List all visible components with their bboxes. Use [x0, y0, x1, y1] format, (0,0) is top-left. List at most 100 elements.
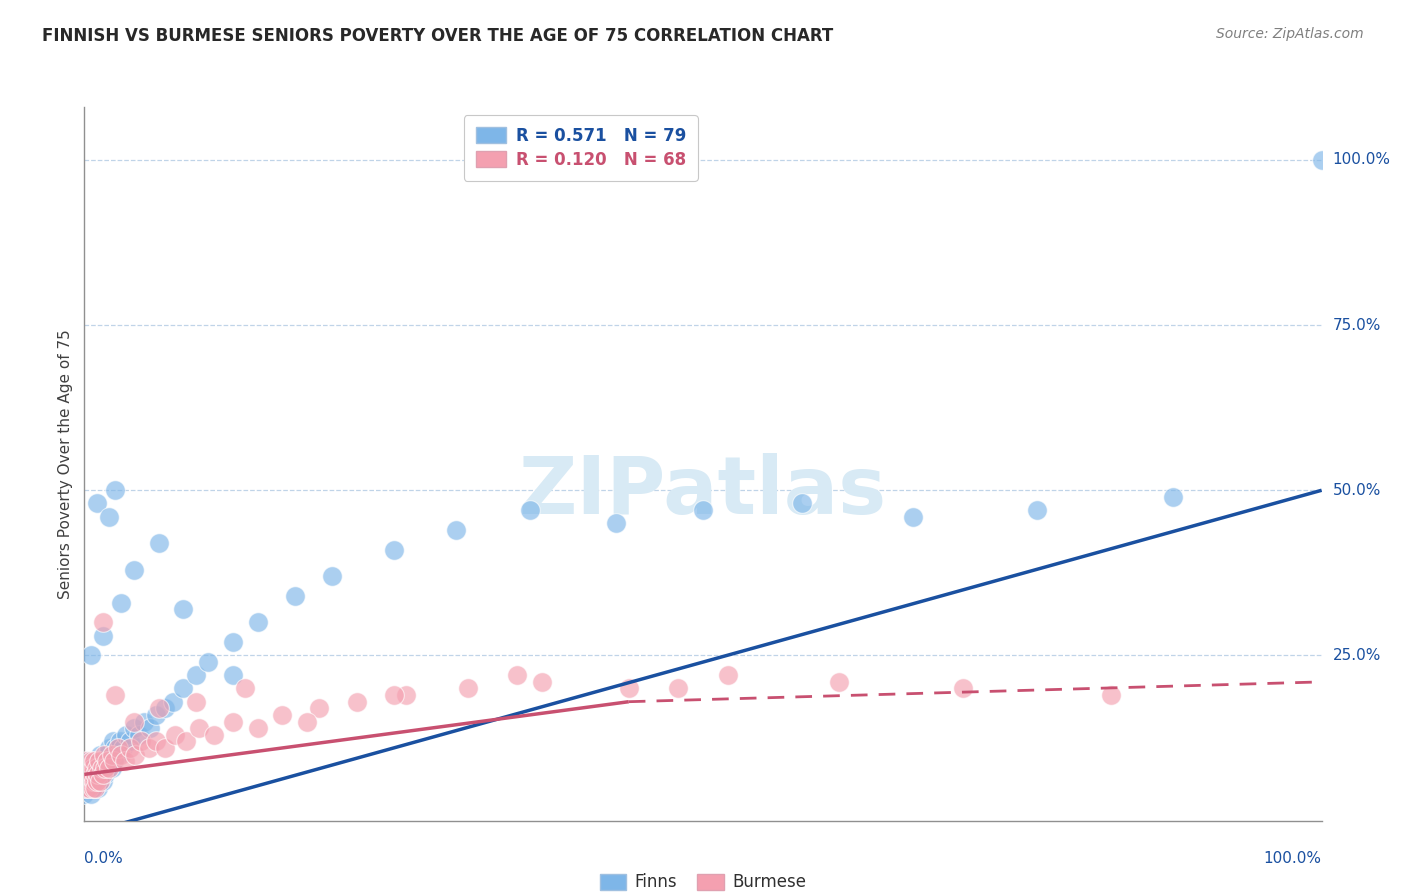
Point [321, 569, 343, 583]
Point [903, 509, 925, 524]
Point [86, 774, 108, 789]
Point [717, 668, 740, 682]
Point [84, 780, 107, 795]
Point [790, 496, 813, 510]
Point [79, 648, 101, 663]
Point [197, 655, 219, 669]
Point [82, 754, 104, 768]
Point [103, 754, 125, 768]
Point [132, 714, 155, 729]
Point [202, 728, 225, 742]
Point [73, 787, 96, 801]
Point [284, 589, 307, 603]
Point [346, 695, 368, 709]
Point [145, 707, 167, 722]
Point [77, 774, 100, 789]
Text: FINNISH VS BURMESE SENIORS POVERTY OVER THE AGE OF 75 CORRELATION CHART: FINNISH VS BURMESE SENIORS POVERTY OVER … [42, 27, 834, 45]
Point [76, 780, 98, 795]
Point [91, 767, 114, 781]
Point [86, 761, 108, 775]
Point [76, 767, 98, 781]
Text: 0.0%: 0.0% [84, 851, 124, 866]
Point [104, 483, 127, 498]
Point [100, 747, 122, 762]
Point [111, 741, 134, 756]
Point [83, 774, 105, 789]
Point [506, 668, 529, 682]
Point [82, 780, 104, 795]
Point [382, 688, 405, 702]
Point [222, 668, 245, 682]
Point [100, 761, 122, 775]
Point [952, 681, 974, 696]
Point [77, 774, 100, 789]
Point [395, 688, 418, 702]
Point [73, 780, 96, 795]
Point [82, 780, 104, 795]
Point [153, 741, 176, 756]
Y-axis label: Seniors Poverty Over the Age of 75: Seniors Poverty Over the Age of 75 [58, 329, 73, 599]
Point [73, 761, 96, 775]
Point [188, 721, 211, 735]
Text: 25.0%: 25.0% [1333, 648, 1381, 663]
Point [666, 681, 689, 696]
Point [444, 523, 467, 537]
Point [90, 761, 112, 775]
Point [110, 747, 132, 762]
Text: ZIPatlas: ZIPatlas [519, 453, 887, 532]
Point [91, 754, 114, 768]
Point [174, 734, 197, 748]
Point [104, 688, 127, 702]
Point [98, 741, 121, 756]
Point [129, 734, 152, 748]
Point [79, 767, 101, 781]
Point [94, 761, 117, 775]
Point [184, 695, 207, 709]
Point [75, 761, 97, 775]
Point [84, 767, 107, 781]
Point [79, 754, 101, 768]
Point [1099, 688, 1122, 702]
Point [148, 701, 170, 715]
Point [162, 695, 184, 709]
Point [79, 780, 101, 795]
Point [97, 761, 120, 775]
Point [124, 747, 146, 762]
Point [77, 761, 100, 775]
Point [80, 774, 103, 789]
Point [90, 767, 112, 781]
Point [84, 780, 107, 795]
Point [1310, 153, 1333, 167]
Point [96, 754, 118, 768]
Point [83, 774, 105, 789]
Point [828, 674, 851, 689]
Point [76, 767, 98, 781]
Point [73, 767, 96, 781]
Point [87, 767, 110, 781]
Point [93, 747, 115, 762]
Point [89, 747, 111, 762]
Point [91, 615, 114, 630]
Point [295, 714, 318, 729]
Point [110, 734, 132, 748]
Point [86, 774, 108, 789]
Point [233, 681, 256, 696]
Point [531, 674, 554, 689]
Point [89, 774, 111, 789]
Point [79, 767, 101, 781]
Point [115, 728, 138, 742]
Text: 100.0%: 100.0% [1264, 851, 1322, 866]
Point [457, 681, 479, 696]
Point [120, 741, 142, 756]
Point [519, 503, 541, 517]
Point [83, 754, 105, 768]
Point [86, 496, 108, 510]
Point [89, 761, 111, 775]
Point [184, 668, 207, 682]
Legend: Finns, Burmese: Finns, Burmese [593, 867, 813, 892]
Point [79, 780, 101, 795]
Point [77, 754, 100, 768]
Point [75, 774, 97, 789]
Point [107, 747, 129, 762]
Point [75, 774, 97, 789]
